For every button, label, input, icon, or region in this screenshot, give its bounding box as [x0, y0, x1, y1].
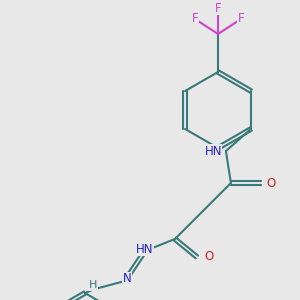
Text: F: F [192, 13, 198, 26]
Text: H: H [89, 280, 97, 290]
Text: HN: HN [204, 145, 222, 158]
Text: O: O [266, 176, 275, 190]
Text: O: O [204, 250, 214, 263]
Text: F: F [238, 13, 244, 26]
Text: F: F [215, 2, 221, 14]
Text: HN: HN [136, 242, 154, 256]
Text: N: N [122, 272, 131, 286]
